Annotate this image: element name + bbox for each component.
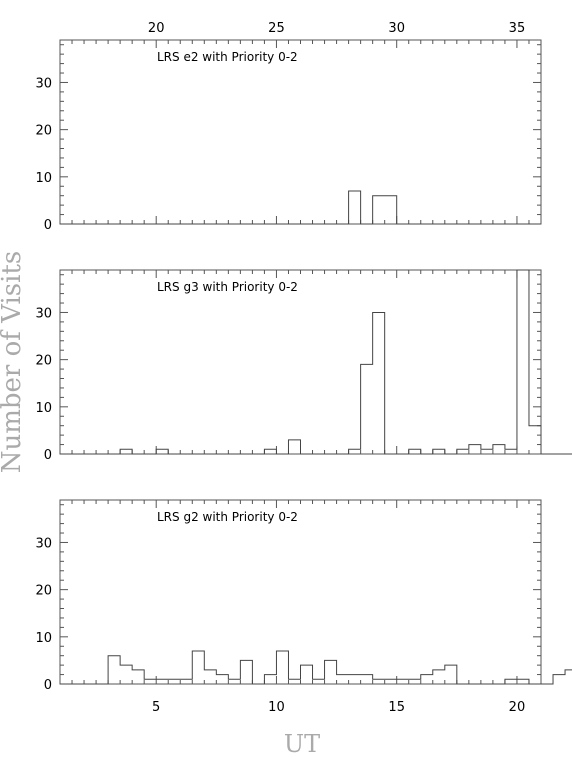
histogram-bar xyxy=(192,651,204,684)
histogram-bar xyxy=(397,679,409,684)
y-tick-label: 0 xyxy=(44,218,52,233)
histogram-bar xyxy=(505,449,517,454)
histogram-bar xyxy=(481,449,493,454)
histogram-bars xyxy=(120,270,572,454)
y-tick-label: 10 xyxy=(35,631,52,646)
y-tick-label: 10 xyxy=(35,171,52,186)
y-axis-title: Number of Visits xyxy=(0,251,27,474)
panel-title: LRS g2 with Priority 0-2 xyxy=(157,510,298,524)
histogram-bar xyxy=(349,675,361,684)
histogram-bar xyxy=(264,675,276,684)
histogram-bar xyxy=(144,679,156,684)
histogram-bar xyxy=(433,670,445,684)
histogram-bar xyxy=(325,660,337,684)
histogram-bar xyxy=(337,675,349,684)
histogram-bar xyxy=(108,656,120,684)
y-tick-label: 20 xyxy=(35,124,52,139)
histogram-bar xyxy=(216,675,228,684)
histogram-bar xyxy=(373,196,397,224)
bottom-tick-label: 10 xyxy=(268,700,285,715)
histogram-bar xyxy=(373,312,385,454)
histogram-bar xyxy=(433,449,445,454)
x-axis-title: UT xyxy=(284,730,320,758)
histogram-bar xyxy=(361,364,373,454)
panel-frame xyxy=(59,39,542,225)
top-tick-label: 35 xyxy=(509,21,526,36)
histogram-bar xyxy=(409,679,421,684)
histogram-bar xyxy=(132,670,144,684)
top-tick-label: 20 xyxy=(148,21,165,36)
panel-title: LRS g3 with Priority 0-2 xyxy=(157,280,298,294)
histogram-outline xyxy=(60,650,572,685)
histogram-bar xyxy=(421,675,433,684)
histogram-bar xyxy=(276,651,288,684)
histogram-bar xyxy=(385,679,397,684)
histogram-bar xyxy=(228,679,240,684)
y-tick-label: 30 xyxy=(35,306,52,321)
histogram-bar xyxy=(445,665,457,684)
minor-ticks xyxy=(59,500,542,685)
y-tick-label: 0 xyxy=(44,448,52,463)
bottom-axis: 5 10 15 20 xyxy=(152,700,525,715)
histogram-bar xyxy=(288,440,300,454)
histogram-bar xyxy=(469,445,481,454)
panel-frame xyxy=(59,499,542,685)
y-tick-label: 10 xyxy=(35,401,52,416)
histogram-bar xyxy=(120,665,132,684)
histogram-bar xyxy=(240,660,252,684)
histogram-bar xyxy=(349,449,361,454)
panel-1: 0 10 20 30 LRS e2 with Priority 0-2 xyxy=(35,39,542,233)
top-tick-label: 30 xyxy=(388,21,405,36)
histogram-bar xyxy=(457,449,469,454)
histogram-bar xyxy=(180,679,192,684)
panel-frame xyxy=(59,269,542,455)
histogram-bar xyxy=(529,426,541,454)
y-tick-label: 30 xyxy=(35,76,52,91)
panel-2: 0 10 20 30 LRS g3 with Priority 0-2 xyxy=(35,269,572,463)
histogram-bar xyxy=(361,675,373,684)
histogram-bar xyxy=(168,679,180,684)
histogram-bar xyxy=(553,675,565,684)
histogram-outline xyxy=(60,269,572,455)
histogram-bar xyxy=(349,191,361,224)
histogram-bar xyxy=(264,449,276,454)
bottom-tick-label: 20 xyxy=(509,700,526,715)
minor-ticks xyxy=(59,40,542,225)
minor-ticks xyxy=(59,270,542,455)
panel-title: LRS e2 with Priority 0-2 xyxy=(157,50,298,64)
histogram-bar xyxy=(493,445,505,454)
histogram-bar xyxy=(288,679,300,684)
histogram-bar xyxy=(301,665,313,684)
bottom-tick-label: 5 xyxy=(152,700,160,715)
histogram-outline xyxy=(60,190,541,225)
y-tick-label: 0 xyxy=(44,678,52,693)
histogram-bar xyxy=(204,670,216,684)
histogram-bar xyxy=(505,679,517,684)
histogram-bar xyxy=(120,449,132,454)
top-tick-label: 25 xyxy=(268,21,285,36)
histogram-bar xyxy=(156,679,168,684)
y-tick-label: 20 xyxy=(35,354,52,369)
histogram-bar xyxy=(517,270,529,454)
histogram-bar xyxy=(517,679,529,684)
histogram-bar xyxy=(565,670,572,684)
histogram-bar xyxy=(156,449,168,454)
histogram-bar xyxy=(313,679,325,684)
histogram-bar xyxy=(373,679,385,684)
panel-3: 0 10 20 30 LRS g2 with Priority 0-2 xyxy=(35,499,572,693)
y-tick-label: 20 xyxy=(35,584,52,599)
bottom-tick-label: 15 xyxy=(388,700,405,715)
y-tick-label: 30 xyxy=(35,536,52,551)
histogram-bar xyxy=(409,449,421,454)
top-axis: 20 25 30 35 xyxy=(148,21,525,36)
panels: 0 10 20 30 LRS e2 with Priority 0-2 0 10 20 30 LR… xyxy=(35,39,572,693)
